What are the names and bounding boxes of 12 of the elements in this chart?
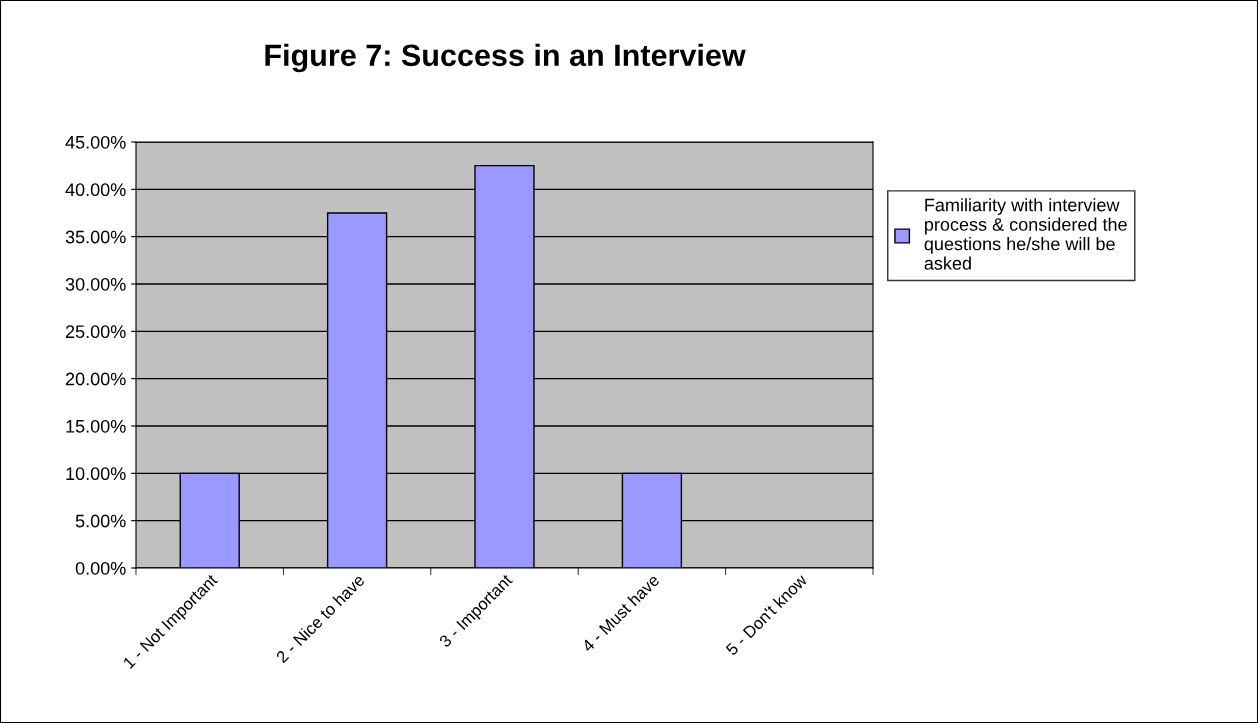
y-tick-label: 5.00% xyxy=(75,514,126,528)
y-tick-label: 30.00% xyxy=(65,277,126,291)
chart-title: Figure 7: Success in an Interview xyxy=(265,43,746,73)
y-tick-label: 40.00% xyxy=(65,183,126,197)
legend-label: Familiarity with interview process & considered the questions he/she will be asked xyxy=(924,198,1127,270)
y-tick-label: 20.00% xyxy=(65,372,126,386)
y-tick-label: 10.00% xyxy=(66,467,126,481)
y-tick-label: 15.00% xyxy=(66,419,126,433)
y-tick-label: 0.00% xyxy=(75,561,126,575)
y-tick-label: 35.00% xyxy=(65,230,126,244)
y-tick-label: 45.00% xyxy=(65,135,126,149)
y-tick-label: 25.00% xyxy=(65,325,126,339)
